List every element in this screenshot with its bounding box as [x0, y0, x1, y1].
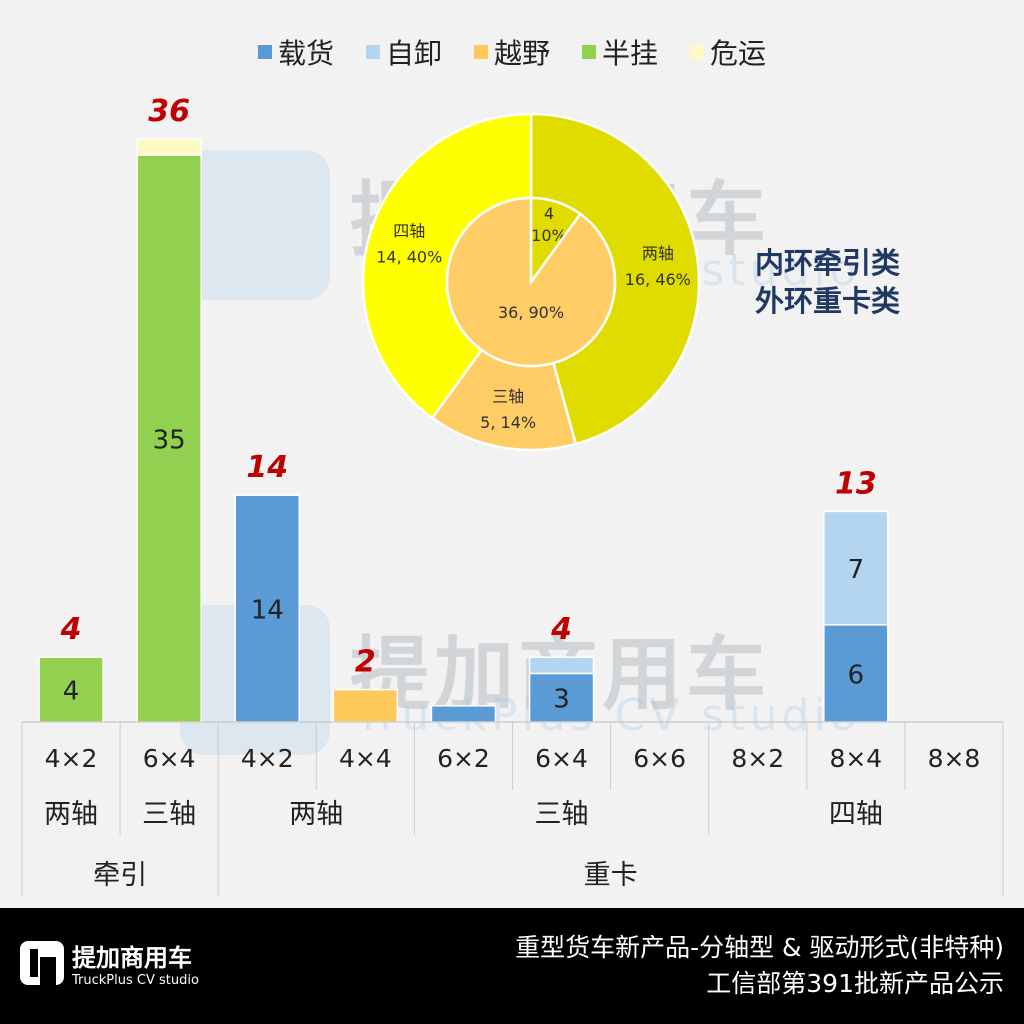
footer-title-2: 工信部第391批新产品公示 — [706, 969, 1004, 998]
x-tick-label: 4×2 — [45, 744, 98, 773]
total-label: 4 — [60, 612, 82, 647]
legend-label: 半挂 — [602, 37, 658, 70]
total-label: 2 — [355, 645, 376, 680]
bar-segment — [528, 656, 595, 675]
legend-swatch — [690, 45, 704, 59]
bar-value-label: 7 — [848, 555, 865, 585]
x-tick-label: 6×4 — [143, 744, 196, 773]
footer-title: 重型货车新产品-分轴型 & 驱动形式(非特种) 工信部第391批新产品公示 — [515, 930, 1004, 1002]
footer-logo: 提加商用车 TruckPlus CV studio — [20, 938, 199, 988]
axle-group-label: 两轴 — [44, 799, 98, 830]
axle-group-label: 三轴 — [535, 799, 589, 830]
chart: 载货 自卸 越野 半挂 危运 4 4 4×2 35 36 6×4 14 14 4×2 2 4×4 6×2 3 4 6×… — [21, 37, 1004, 897]
logo-cn: 提加商用车 — [72, 944, 192, 972]
x-tick-label: 8×8 — [928, 744, 981, 773]
bar-value-label: 14 — [251, 596, 284, 626]
bar-segment — [823, 510, 889, 626]
donut-note: 内环牵引类 外环重卡类 — [755, 244, 900, 320]
donut-value: 10% — [531, 226, 567, 245]
x-tick-label: 8×2 — [731, 744, 784, 773]
logo-en: TruckPlus CV studio — [72, 973, 199, 988]
legend-label: 载货 — [278, 37, 334, 70]
bar-segment — [430, 705, 497, 723]
donut-value: 14, 40% — [376, 247, 442, 266]
top-group-label: 牵引 — [93, 860, 147, 891]
total-label: 36 — [148, 94, 190, 129]
x-tick-label: 6×4 — [535, 744, 588, 773]
bar-segment — [136, 138, 202, 156]
total-label: 14 — [246, 450, 288, 485]
donut-label: 三轴 — [492, 387, 524, 406]
legend-label: 越野 — [494, 37, 550, 70]
donut-label: 四轴 — [393, 221, 425, 240]
bar-segment — [38, 656, 104, 723]
x-tick-label: 8×4 — [829, 744, 882, 773]
bar-value-label: 35 — [153, 426, 186, 456]
x-tick-label: 4×2 — [241, 744, 294, 773]
legend-label: 自卸 — [386, 37, 442, 70]
donut-value: 36, 90% — [498, 303, 564, 322]
top-group-label: 重卡 — [584, 860, 638, 891]
donut-value: 5, 14% — [480, 413, 536, 432]
x-tick-label: 6×2 — [437, 744, 490, 773]
bar-segment — [234, 494, 300, 723]
donut-label: 两轴 — [642, 244, 674, 263]
bar-value-label: 4 — [63, 677, 80, 707]
legend-swatch — [258, 45, 272, 59]
legend-label: 危运 — [710, 37, 766, 70]
axle-group-label: 三轴 — [142, 799, 196, 830]
bar-segment — [823, 624, 889, 723]
donut-inner-segment — [445, 196, 617, 368]
logo-icon — [20, 941, 64, 985]
total-label: 13 — [835, 466, 877, 501]
legend-swatch — [474, 45, 488, 59]
legend-swatch — [366, 45, 380, 59]
bar-value-label: 3 — [553, 685, 570, 715]
donut-value: 4 — [544, 204, 554, 223]
footer-title-1: 重型货车新产品-分轴型 & 驱动形式(非特种) — [515, 933, 1004, 962]
bar-segment — [332, 688, 399, 723]
bar-value-label: 6 — [848, 660, 865, 690]
x-tick-label: 6×6 — [633, 744, 686, 773]
footer: 提加商用车 TruckPlus CV studio 重型货车新产品-分轴型 & 驱… — [0, 908, 1024, 1024]
axle-group-label: 两轴 — [289, 799, 343, 830]
x-tick-label: 4×4 — [339, 744, 392, 773]
donut-value: 16, 46% — [625, 270, 691, 289]
legend-swatch — [582, 45, 596, 59]
note-line: 内环牵引类 — [755, 246, 901, 280]
total-label: 4 — [550, 612, 572, 647]
axle-group-label: 四轴 — [829, 799, 883, 830]
note-line: 外环重卡类 — [755, 284, 901, 318]
